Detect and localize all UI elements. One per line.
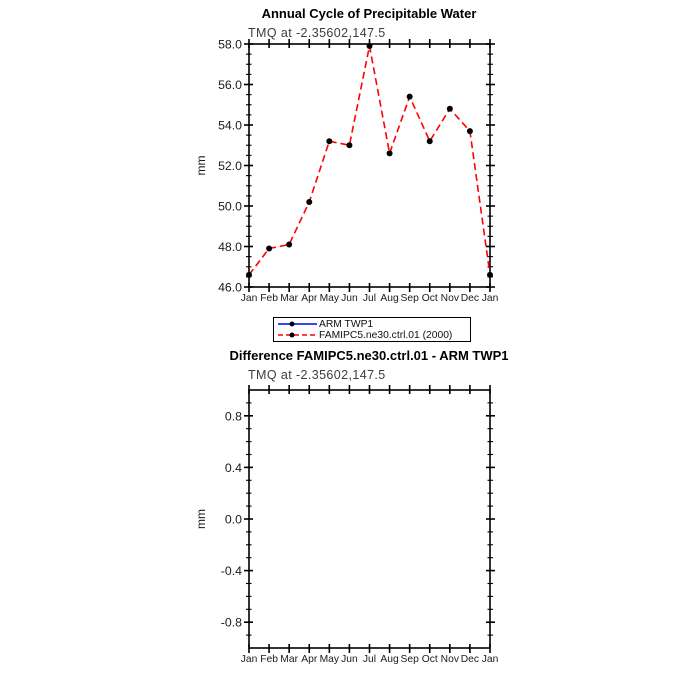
x-tick-label: Aug (380, 654, 399, 665)
x-tick-label: Sep (401, 654, 420, 665)
y-tick-label: 54.0 (218, 119, 242, 133)
data-point-marker (406, 93, 413, 100)
y-tick-label: 58.0 (218, 38, 242, 52)
y-tick-label: 56.0 (218, 78, 242, 92)
y-axis-label: mm (194, 509, 208, 529)
y-tick-label: 52.0 (218, 159, 242, 173)
obs-marker-sample (289, 321, 295, 327)
chart1-subtitle: TMQ at -2.35602,147.5 (248, 26, 386, 40)
y-tick-label: -0.8 (221, 616, 242, 630)
legend-entry-model: FAMIPC5.ne30.ctrl.01 (2000) (276, 330, 470, 341)
x-tick-label: Nov (441, 654, 460, 665)
series-line (248, 45, 491, 276)
data-point-marker (266, 245, 273, 252)
x-tick-label: Jan (482, 293, 499, 304)
x-tick-label: Feb (260, 654, 278, 665)
x-tick-label: Jun (341, 293, 358, 304)
x-tick-label: Oct (422, 293, 438, 304)
x-tick-label: Jun (341, 654, 358, 665)
x-tick-label: Aug (380, 293, 399, 304)
x-tick-label: Nov (441, 293, 460, 304)
data-point-marker (466, 128, 473, 135)
legend-line-sample-model (278, 332, 317, 338)
data-point-marker (386, 150, 393, 157)
data-point-marker (366, 43, 373, 50)
x-tick-label: Apr (301, 654, 318, 665)
plot-frame (248, 389, 491, 649)
chart1-title: Annual Cycle of Precipitable Water (261, 6, 477, 21)
data-point-marker (446, 105, 453, 112)
y-tick-label: 48.0 (218, 240, 242, 254)
x-tick-label: Jan (482, 654, 499, 665)
data-point-marker (346, 142, 353, 149)
chart2-subtitle: TMQ at -2.35602,147.5 (248, 368, 386, 382)
y-tick-label: 46.0 (218, 281, 242, 295)
x-tick-label: Feb (260, 293, 278, 304)
x-tick-label: Dec (461, 654, 479, 665)
x-tick-label: Mar (280, 654, 298, 665)
data-point-marker (246, 271, 252, 278)
data-point-marker (306, 198, 313, 205)
x-tick-label: Apr (301, 293, 318, 304)
data-point-marker (426, 138, 433, 145)
x-tick-label: Mar (280, 293, 298, 304)
y-tick-label: -0.4 (221, 564, 242, 578)
x-tick-label: Oct (422, 654, 438, 665)
x-tick-label: Dec (461, 293, 479, 304)
y-tick-label: 0.4 (225, 461, 242, 475)
legend-entry-obs: ARM TWP1 (276, 319, 470, 330)
x-tick-label: Sep (401, 293, 420, 304)
legend-label-model: FAMIPC5.ne30.ctrl.01 (2000) (319, 329, 453, 341)
x-tick-label: Jan (241, 654, 258, 665)
x-tick-label: Jul (363, 293, 376, 304)
x-tick-label: Jul (363, 654, 376, 665)
data-point-marker (326, 138, 333, 145)
x-tick-label: Jan (241, 293, 258, 304)
legend: ARM TWP1 FAMIPC5.ne30.ctrl.01 (2000) (273, 317, 471, 342)
model-marker-sample (289, 332, 295, 338)
legend-label-obs: ARM TWP1 (319, 318, 374, 330)
data-point-marker (487, 271, 493, 278)
legend-line-sample-obs (278, 321, 317, 327)
x-tick-label: May (320, 293, 340, 304)
y-tick-label: 0.8 (225, 409, 242, 423)
y-tick-label: 50.0 (218, 200, 242, 214)
y-tick-label: 0.0 (225, 513, 242, 527)
chart2-title: Difference FAMIPC5.ne30.ctrl.01 - ARM TW… (229, 348, 509, 363)
x-tick-label: May (320, 654, 340, 665)
data-point-marker (286, 241, 293, 248)
plot-frame (248, 43, 491, 288)
y-axis-label: mm (194, 156, 208, 176)
